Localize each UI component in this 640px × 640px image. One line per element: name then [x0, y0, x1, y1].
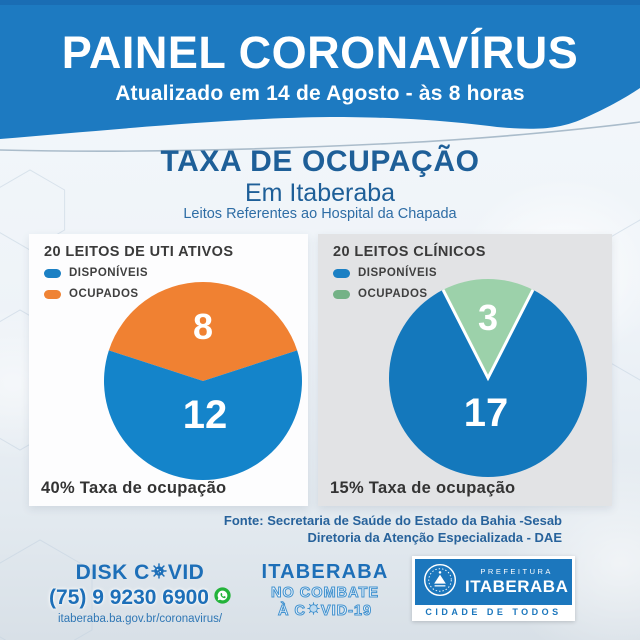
section-note: Leitos Referentes ao Hospital da Chapada: [183, 206, 457, 222]
campaign-block: ITABERABA NO COMBATE À C VID-19: [240, 561, 410, 619]
uti-available-value: 12: [182, 393, 228, 437]
available-legend-label: DISPONÍVEIS: [69, 267, 148, 279]
coronavirus-site-url[interactable]: itaberaba.ba.gov.br/coronavirus/: [57, 613, 223, 625]
virus-icon: [151, 561, 167, 585]
data-source: Fonte: Secretaria de Saúde do Estado da …: [224, 512, 562, 546]
prefeitura-logo: PREFEITURA ITABERABA CIDADE DE TODOS: [412, 556, 575, 621]
disk-covid-text-pre: DISK C: [75, 561, 150, 584]
uti-occupancy-rate: 40% Taxa de ocupação: [41, 479, 227, 497]
disk-covid-text-post: VID: [167, 561, 205, 584]
occupied-legend-label: OCUPADOS: [69, 288, 139, 300]
clinical-occupied-value: 3: [477, 297, 499, 338]
available-color-chip: [333, 268, 350, 278]
disk-covid-phone[interactable]: (75) 9 9230 6900: [35, 586, 245, 610]
disk-covid-title: DISK C VID: [35, 561, 245, 585]
campaign-city: ITABERABA: [261, 561, 389, 583]
campaign-line-3: À C VID-19: [240, 602, 410, 619]
whatsapp-icon[interactable]: [214, 586, 231, 610]
section-subtitle: Em Itaberaba: [244, 179, 396, 207]
uti-beds-card: 20 LEITOS DE UTI ATIVOS DISPONÍVEIS OCUP…: [29, 234, 308, 506]
occupied-color-chip: [44, 289, 61, 299]
clinical-pie-chart: [383, 273, 593, 483]
prefeitura-logo-text: PREFEITURA ITABERABA: [465, 567, 568, 597]
prefeitura-tagline: CIDADE DE TODOS: [425, 606, 562, 617]
clinical-occupancy-rate: 15% Taxa de ocupação: [330, 479, 516, 497]
clinical-legend-available: DISPONÍVEIS: [333, 267, 437, 279]
phone-number[interactable]: (75) 9 9230 6900: [49, 586, 209, 609]
uti-occupied-value: 8: [192, 306, 214, 347]
prefeitura-city-name: ITABERABA: [465, 577, 569, 596]
available-color-chip: [44, 268, 61, 278]
uti-legend-occupied: OCUPADOS: [44, 288, 139, 300]
campaign-line-2: NO COMBATE: [270, 585, 379, 602]
uti-pie-chart: [98, 276, 308, 486]
header-wave-band: [0, 0, 640, 152]
source-line-1: Fonte: Secretaria de Saúde do Estado da …: [223, 513, 562, 528]
section-title: TAXA DE OCUPAÇÃO: [160, 145, 480, 178]
campaign-text-post: VID-19: [320, 602, 373, 619]
virus-outline-icon: [307, 602, 320, 619]
city-seal-icon: [422, 562, 458, 603]
clinical-available-value: 17: [463, 391, 509, 435]
clinical-legend-occupied: OCUPADOS: [333, 288, 428, 300]
panel-title: PAINEL CORONAVÍRUS: [61, 27, 579, 78]
uti-legend-available: DISPONÍVEIS: [44, 267, 148, 279]
occupied-legend-label: OCUPADOS: [358, 288, 428, 300]
uti-card-title: 20 LEITOS DE UTI ATIVOS: [44, 244, 234, 260]
panel-updated-at: Atualizado em 14 de Agosto - às 8 horas: [115, 82, 525, 105]
campaign-text-pre: À C: [277, 602, 306, 619]
prefeitura-label: PREFEITURA: [480, 567, 553, 576]
clinical-card-title: 20 LEITOS CLÍNICOS: [333, 244, 486, 260]
clinical-beds-card: 20 LEITOS CLÍNICOS DISPONÍVEIS OCUPADOS …: [318, 234, 612, 506]
available-legend-label: DISPONÍVEIS: [358, 267, 437, 279]
prefeitura-logo-blue-area: PREFEITURA ITABERABA: [415, 559, 572, 605]
source-line-2: Diretoria da Atenção Especializada - DAE: [307, 530, 562, 545]
occupied-color-chip: [333, 289, 350, 299]
disk-covid-block: DISK C VID (75) 9 9230 6900 itaberaba.ba.…: [35, 561, 245, 625]
